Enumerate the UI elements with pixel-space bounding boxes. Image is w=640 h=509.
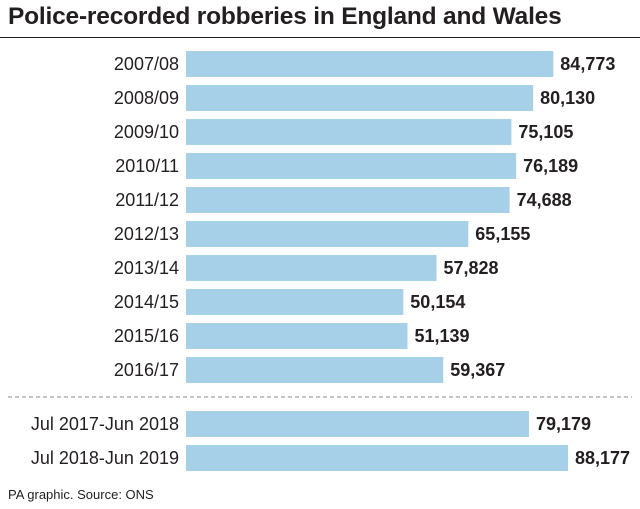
- value-label: 65,155: [475, 224, 530, 244]
- chart-title: Police-recorded robberies in England and…: [8, 3, 562, 30]
- value-label: 84,773: [560, 54, 615, 74]
- category-label: 2011/12: [115, 190, 179, 210]
- category-label: 2016/17: [114, 360, 179, 380]
- value-label: 80,130: [540, 88, 595, 108]
- category-label: 2012/13: [114, 224, 179, 244]
- bar: [186, 411, 529, 437]
- bar: [186, 85, 534, 111]
- category-label: 2013/14: [114, 258, 179, 278]
- bar: [186, 289, 404, 315]
- title-rule: [0, 37, 640, 38]
- bar: [186, 445, 568, 471]
- bar: [186, 255, 437, 281]
- category-label: 2010/11: [115, 156, 179, 176]
- category-label: Jul 2018-Jun 2019: [31, 448, 179, 468]
- bar: [186, 187, 510, 213]
- value-label: 88,177: [575, 448, 630, 468]
- category-label: 2015/16: [114, 326, 179, 346]
- value-label: 79,179: [536, 414, 591, 434]
- bar: [186, 323, 408, 349]
- value-label: 51,139: [415, 326, 470, 346]
- category-label: 2007/08: [114, 54, 179, 74]
- bar: [186, 221, 469, 247]
- source-footer: PA graphic. Source: ONS: [8, 487, 154, 502]
- bar: [186, 51, 554, 77]
- category-label: 2014/15: [114, 292, 179, 312]
- bar: [186, 119, 512, 145]
- category-label: 2009/10: [114, 122, 179, 142]
- category-label: 2008/09: [114, 88, 179, 108]
- category-label: Jul 2017-Jun 2018: [31, 414, 179, 434]
- bar: [186, 357, 444, 383]
- value-label: 76,189: [523, 156, 578, 176]
- value-label: 59,367: [450, 360, 505, 380]
- value-label: 57,828: [444, 258, 499, 278]
- value-label: 50,154: [410, 292, 465, 312]
- value-label: 75,105: [518, 122, 573, 142]
- value-label: 74,688: [517, 190, 572, 210]
- bar: [186, 153, 517, 179]
